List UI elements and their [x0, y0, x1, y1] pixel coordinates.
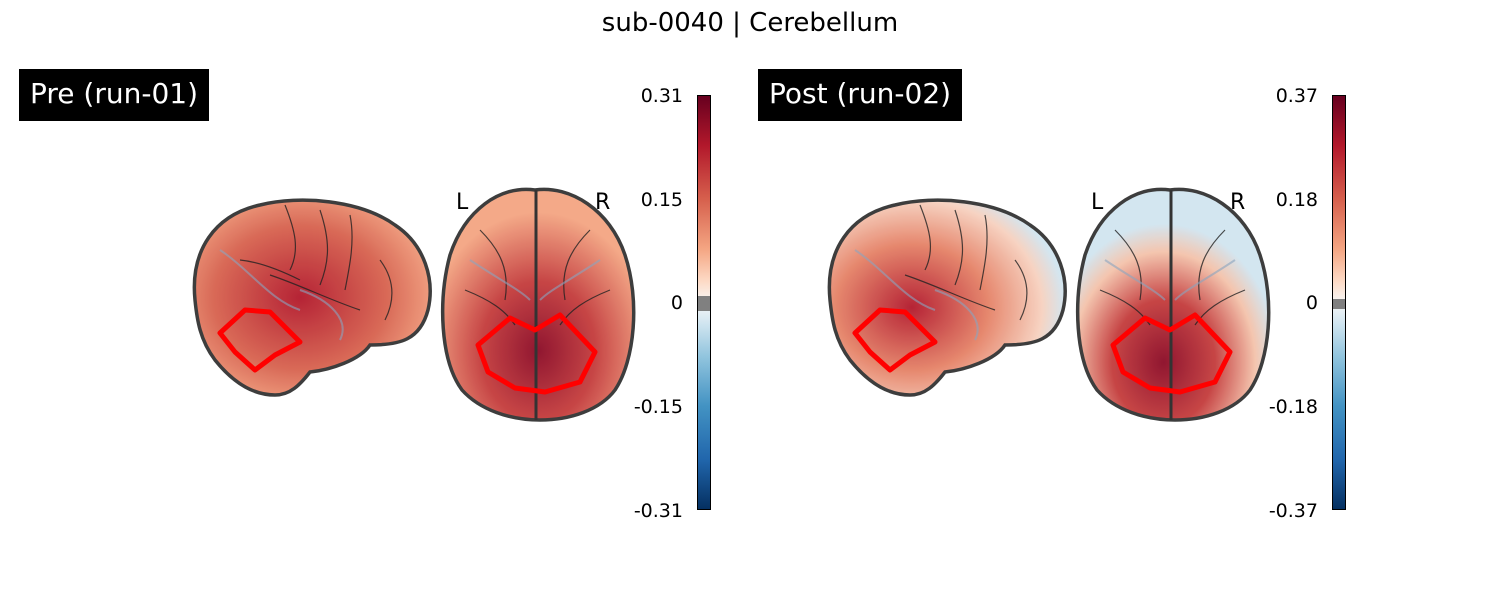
colorbar-tick: 0.18	[1275, 189, 1318, 211]
panel-pre: Pre (run-01)	[19, 69, 711, 522]
panel-label: Post (run-02)	[758, 69, 963, 121]
colorbar	[697, 95, 711, 510]
colorbar-tick: 0.15	[640, 189, 683, 211]
colorbar-tick: 0.31	[640, 85, 683, 107]
roi-outline-sagittal	[217, 307, 303, 373]
axial-view	[1075, 187, 1271, 422]
hemisphere-right-label: R	[1230, 190, 1246, 215]
figure-title: sub-0040 | Cerebellum	[601, 8, 899, 38]
sagittal-view	[827, 198, 1067, 397]
roi-outline-sagittal	[852, 307, 938, 373]
hemisphere-right-label: R	[595, 190, 611, 215]
panel-label: Pre (run-01)	[19, 69, 209, 121]
hemisphere-left-label: L	[456, 190, 469, 215]
axial-view	[440, 187, 636, 422]
colorbar	[1332, 95, 1346, 510]
colorbar-tick: 0	[670, 292, 683, 314]
colorbar-tick: -0.18	[1268, 396, 1318, 418]
colorbar-tick: 0.37	[1275, 85, 1318, 107]
panel-post: Post (run-02)	[635, 0, 1385, 600]
roi-outline-axial	[475, 312, 598, 395]
hemisphere-left-label: L	[1091, 190, 1104, 215]
colorbar-zero-band	[698, 296, 710, 311]
colorbar-tick: -0.37	[1268, 500, 1318, 522]
colorbar-tick: -0.15	[633, 396, 683, 418]
colorbar-tick: -0.31	[633, 500, 683, 522]
sagittal-view	[192, 198, 432, 397]
colorbar-tick: 0	[1305, 292, 1318, 314]
roi-outline-axial	[1110, 312, 1233, 395]
brain-glass-view	[827, 187, 1271, 422]
brain-glass-view	[192, 187, 636, 422]
colorbar-zero-band	[1333, 299, 1345, 309]
